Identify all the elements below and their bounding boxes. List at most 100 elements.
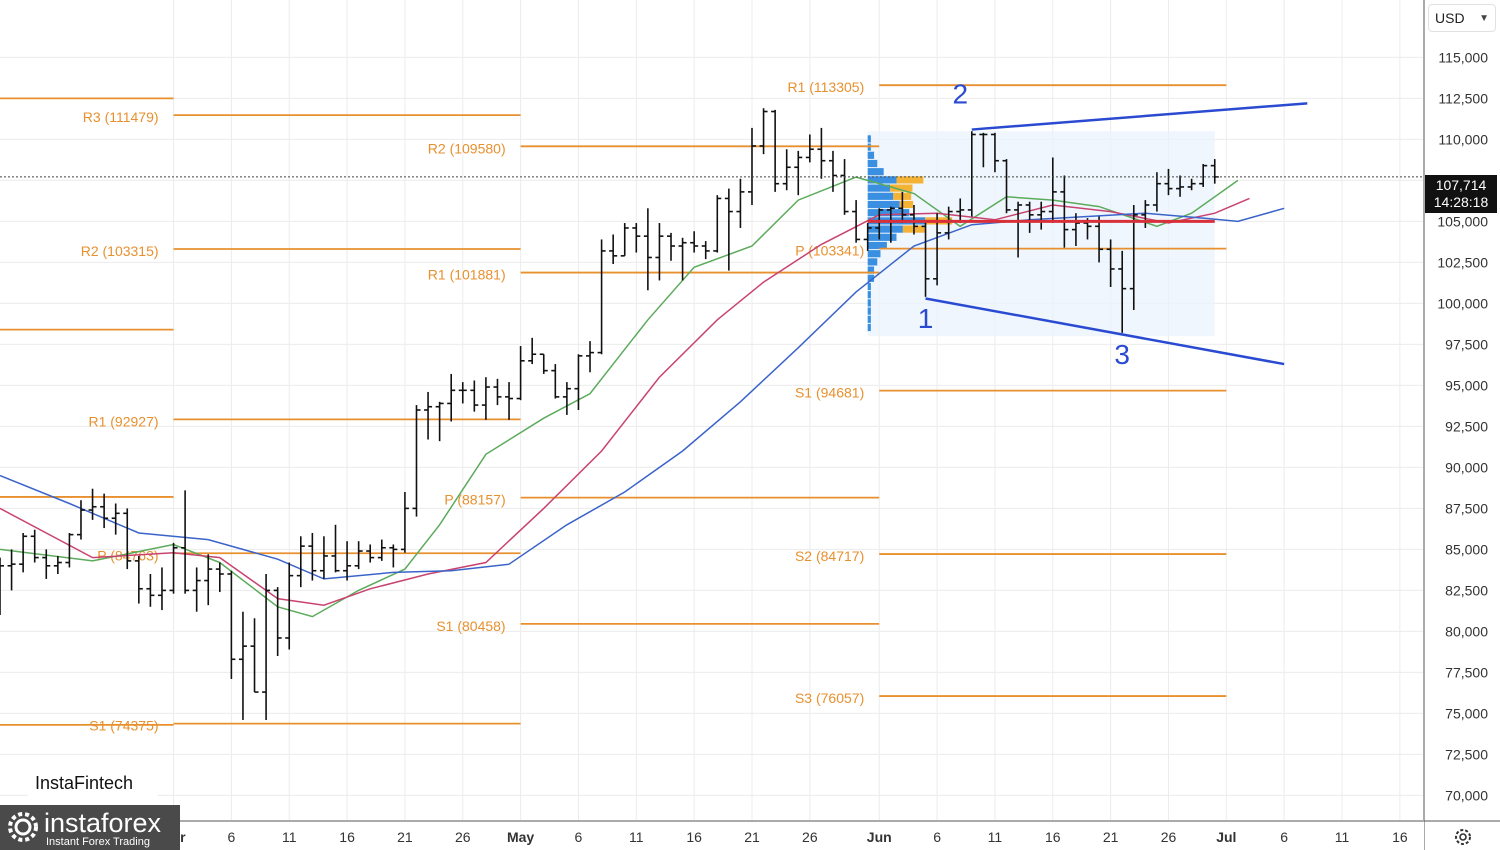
time-tick-label: 21 [744, 829, 760, 845]
ohlc-bar [262, 574, 271, 720]
ohlc-bar [782, 149, 791, 191]
time-tick-label: 11 [629, 829, 644, 845]
ohlc-bar [285, 562, 294, 650]
pivot-label: R1 (92927) [88, 413, 158, 429]
ohlc-bar [7, 549, 16, 591]
ohlc-bar [319, 536, 328, 579]
ohlc-bar [944, 206, 953, 240]
settings-gear-icon[interactable] [1452, 826, 1474, 848]
time-axis[interactable]: Apr611162126May611162126Jun611162126Jul6… [0, 820, 1500, 850]
price-axis[interactable]: 115,000112,500110,000107,500105,000102,5… [1423, 0, 1500, 850]
ohlc-bar [1002, 159, 1011, 214]
ohlc-bar [505, 382, 514, 420]
volume-profile-bar [867, 241, 887, 250]
price-tick-label: 102,500 [1437, 254, 1488, 270]
chevron-down-icon: ▼ [1479, 12, 1489, 24]
ohlc-bar [250, 618, 259, 693]
time-tick-label: 21 [397, 829, 413, 845]
ohlc-bar [30, 529, 39, 563]
ohlc-bar [1106, 239, 1115, 287]
ohlc-bar [933, 213, 942, 286]
volume-profile-bar [867, 291, 871, 299]
price-tick-label: 82,500 [1445, 582, 1488, 598]
time-tick-label: May [507, 829, 534, 845]
price-tick-label: 115,000 [1438, 49, 1488, 65]
ohlc-bar [238, 611, 247, 720]
time-tick-label: 6 [227, 829, 235, 845]
time-tick-label: 16 [339, 829, 355, 845]
pivot-label: S2 (84717) [795, 548, 864, 564]
ohlc-bar [597, 239, 606, 355]
time-tick-label: 6 [933, 829, 941, 845]
time-tick-label: 11 [988, 829, 1003, 845]
volume-profile-bar [867, 299, 871, 307]
time-tick-label: 26 [1161, 829, 1177, 845]
ohlc-bar [724, 188, 733, 271]
volume-profile-bar [867, 315, 871, 323]
currency-value: USD [1435, 10, 1465, 26]
price-tick-label: 75,000 [1445, 705, 1488, 721]
ohlc-bar [215, 562, 224, 593]
time-tick-label: 26 [802, 829, 818, 845]
volume-profile-bar [867, 274, 875, 282]
instafintech-logo: InstaFintech [28, 768, 158, 800]
wave-label: 2 [952, 78, 968, 109]
ohlc-bar [967, 131, 976, 217]
last-price-tag: 107,714 14:28:18 [1425, 175, 1497, 213]
ohlc-bar [123, 508, 132, 570]
ohlc-bar [76, 500, 85, 540]
instaforex-tagline: Instant Forex Trading [46, 836, 150, 848]
ohlc-bar [1014, 201, 1023, 258]
ohlc-bar [343, 541, 352, 581]
wave-labels: 1 2 3 [918, 78, 1130, 370]
price-axis-background [1423, 0, 1500, 850]
ohlc-bar [1199, 164, 1208, 187]
moving-average-line [0, 197, 1250, 606]
trendlines[interactable] [867, 102, 1308, 366]
price-tick-label: 95,000 [1445, 377, 1488, 393]
price-tick-label: 85,000 [1445, 541, 1488, 557]
pivot-label: S1 (94681) [795, 385, 864, 401]
volume-profile-bar [867, 159, 878, 168]
price-tick-label: 72,500 [1445, 746, 1488, 762]
volume-profile-bar [867, 225, 903, 233]
ohlc-bar [192, 567, 201, 612]
ohlc-bar [1071, 213, 1080, 246]
ohlc-bar [400, 492, 409, 553]
volume-profile-bar-accent [896, 176, 924, 184]
ohlc-bar [678, 237, 687, 281]
ohlc-bar [817, 127, 826, 179]
ohlc-bar [643, 208, 652, 291]
grid [0, 0, 1423, 820]
instafintech-logo-text: InstaFintech [35, 773, 134, 793]
ohlc-bar [157, 567, 166, 611]
ohlc-bar [1025, 201, 1034, 233]
time-tick-label: 11 [282, 829, 297, 845]
volume-profile-bar [867, 250, 881, 258]
time-tick-label: 16 [686, 829, 702, 845]
pivot-levels: R4 (118842)R3 (111479)R2 (103315)R1 (929… [0, 79, 1227, 734]
ohlc-bar [690, 231, 699, 253]
volume-profile-bar [867, 200, 900, 209]
ohlc-bar [377, 539, 386, 561]
ohlc-bar [875, 208, 884, 240]
ohlc-bar [308, 533, 317, 581]
currency-selector[interactable]: USD ▼ [1428, 4, 1496, 32]
trendline[interactable] [925, 297, 1285, 366]
wave-label: 1 [918, 303, 934, 334]
ohlc-bar [736, 178, 745, 228]
ohlc-bar [412, 405, 421, 517]
trendline[interactable] [971, 102, 1308, 131]
time-tick-label: 16 [1392, 829, 1408, 845]
last-price: 107,714 [1435, 177, 1487, 193]
volume-profile-bar [867, 266, 875, 274]
ohlc-bar [528, 337, 537, 365]
ohlc-bar [366, 544, 375, 563]
volume-profile-bar [867, 151, 875, 159]
volume-profile-bar [867, 168, 884, 176]
ohlc-bar [574, 354, 583, 410]
volume-profile-bar [867, 176, 897, 184]
ohlc-bar [19, 533, 28, 573]
ohlc-bar [1048, 157, 1057, 224]
